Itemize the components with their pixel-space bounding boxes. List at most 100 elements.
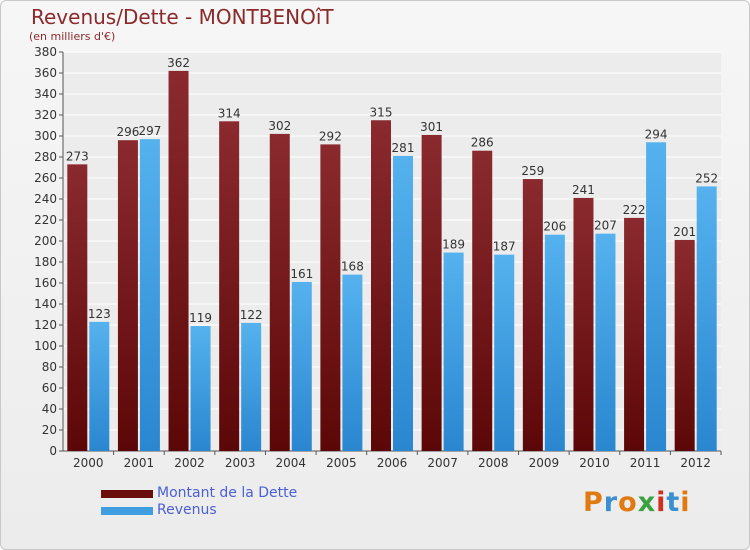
y-tick-label: 100 bbox=[34, 339, 57, 353]
y-tick-label: 380 bbox=[34, 45, 57, 59]
bar-revenus bbox=[190, 326, 211, 451]
data-label-revenus: 123 bbox=[88, 307, 111, 321]
bar-dette bbox=[117, 140, 138, 451]
y-tick-label: 140 bbox=[34, 297, 57, 311]
x-tick-label: 2012 bbox=[680, 456, 711, 470]
data-label-revenus: 187 bbox=[493, 240, 516, 254]
data-label-revenus: 294 bbox=[645, 127, 668, 141]
data-label-revenus: 297 bbox=[138, 124, 161, 138]
bar-dette bbox=[67, 164, 88, 451]
bar-revenus bbox=[494, 254, 515, 451]
data-label-dette: 362 bbox=[167, 56, 190, 70]
logo-letter: x bbox=[637, 487, 657, 518]
bar-revenus bbox=[291, 281, 312, 451]
bar-revenus bbox=[646, 142, 667, 452]
y-tick-label: 80 bbox=[42, 360, 57, 374]
legend-swatch-dette bbox=[101, 490, 153, 498]
y-tick-label: 260 bbox=[34, 171, 57, 185]
data-label-revenus: 252 bbox=[695, 171, 718, 185]
data-label-dette: 292 bbox=[319, 129, 342, 143]
x-tick-label: 2006 bbox=[377, 456, 408, 470]
bar-dette bbox=[421, 134, 442, 451]
y-tick-label: 320 bbox=[34, 108, 57, 122]
data-label-revenus: 189 bbox=[442, 238, 465, 252]
x-tick-label: 2008 bbox=[478, 456, 509, 470]
data-label-dette: 241 bbox=[572, 183, 595, 197]
data-label-dette: 259 bbox=[521, 164, 544, 178]
x-tick-label: 2011 bbox=[630, 456, 661, 470]
x-tick-label: 2007 bbox=[427, 456, 458, 470]
logo-letter: i bbox=[656, 487, 667, 518]
logo-letter: t bbox=[666, 487, 681, 518]
bar-revenus bbox=[443, 252, 464, 451]
bar-dette bbox=[573, 197, 594, 451]
bar-revenus bbox=[342, 274, 363, 451]
data-label-dette: 296 bbox=[116, 125, 139, 139]
bar-revenus bbox=[241, 322, 262, 451]
data-label-dette: 315 bbox=[370, 105, 393, 119]
chart-subtitle: (en milliers d'€) bbox=[29, 30, 116, 43]
data-label-dette: 201 bbox=[673, 225, 696, 239]
data-label-revenus: 122 bbox=[240, 308, 263, 322]
y-tick-label: 200 bbox=[34, 234, 57, 248]
x-tick-label: 2009 bbox=[529, 456, 560, 470]
data-label-revenus: 119 bbox=[189, 311, 212, 325]
logo-letter: P bbox=[583, 487, 604, 518]
bar-revenus bbox=[139, 139, 160, 451]
legend-label-revenus: Revenus bbox=[157, 502, 217, 518]
y-tick-label: 240 bbox=[34, 192, 57, 206]
x-tick-label: 2004 bbox=[275, 456, 306, 470]
data-label-dette: 273 bbox=[66, 149, 89, 163]
y-tick-label: 0 bbox=[49, 444, 57, 458]
legend-swatch-revenus bbox=[101, 507, 153, 515]
y-tick-label: 20 bbox=[42, 423, 57, 437]
x-tick-label: 2000 bbox=[73, 456, 104, 470]
bar-revenus bbox=[393, 155, 413, 451]
data-label-dette: 302 bbox=[268, 119, 291, 133]
bar-revenus bbox=[696, 186, 717, 451]
y-tick-label: 340 bbox=[34, 87, 57, 101]
y-tick-label: 280 bbox=[34, 150, 57, 164]
bar-revenus bbox=[544, 234, 565, 451]
bar-dette bbox=[320, 144, 341, 451]
bar-dette bbox=[219, 121, 240, 452]
y-tick-label: 40 bbox=[42, 402, 57, 416]
y-tick-label: 360 bbox=[34, 66, 57, 80]
data-label-dette: 301 bbox=[420, 120, 443, 134]
bar-dette bbox=[168, 70, 189, 452]
y-tick-label: 120 bbox=[34, 318, 57, 332]
x-tick-label: 2001 bbox=[124, 456, 155, 470]
bar-dette bbox=[472, 150, 493, 451]
chart-title: Revenus/Dette - MONTBENOîT bbox=[31, 5, 334, 29]
x-tick-label: 2010 bbox=[579, 456, 610, 470]
y-tick-label: 180 bbox=[34, 255, 57, 269]
bar-revenus bbox=[595, 233, 616, 451]
logo-letter: i bbox=[680, 487, 691, 518]
legend-label-dette: Montant de la Dette bbox=[157, 485, 298, 501]
data-label-revenus: 161 bbox=[290, 267, 313, 281]
x-tick-label: 2005 bbox=[326, 456, 357, 470]
y-tick-label: 300 bbox=[34, 129, 57, 143]
logo-letter: o bbox=[618, 487, 638, 518]
data-label-dette: 314 bbox=[218, 106, 241, 120]
data-label-revenus: 207 bbox=[594, 219, 617, 233]
proxiti-logo: Proxiti bbox=[583, 487, 691, 518]
bar-dette bbox=[624, 217, 645, 451]
logo-letter: r bbox=[603, 487, 619, 518]
data-label-revenus: 168 bbox=[341, 260, 364, 274]
bar-revenus bbox=[89, 321, 110, 451]
bar-dette bbox=[522, 179, 543, 452]
y-tick-label: 220 bbox=[34, 213, 57, 227]
data-label-dette: 222 bbox=[623, 203, 646, 217]
bar-dette bbox=[269, 133, 290, 451]
data-label-revenus: 206 bbox=[543, 220, 566, 234]
data-label-dette: 286 bbox=[471, 136, 494, 150]
x-tick-label: 2003 bbox=[225, 456, 256, 470]
bar-dette bbox=[371, 120, 391, 451]
bar-dette bbox=[674, 239, 695, 451]
data-label-revenus: 281 bbox=[392, 141, 415, 155]
y-tick-label: 60 bbox=[42, 381, 57, 395]
y-tick-label: 160 bbox=[34, 276, 57, 290]
